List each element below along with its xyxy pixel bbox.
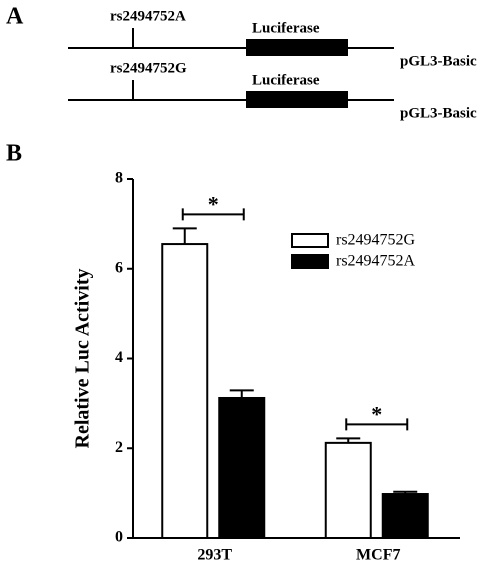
x-tick-label: MCF7 [356,547,400,564]
y-tick-label: 4 [115,349,123,366]
vector-label: pGL3-Basic [400,105,477,121]
bar [218,396,266,539]
gene-label: Luciferase [252,72,320,88]
y-tick-label: 8 [115,170,123,187]
legend-label: rs2494752G [336,232,416,249]
y-tick-label: 6 [115,259,123,276]
bar [381,493,429,539]
luciferase-box [246,39,348,56]
legend-label: rs2494752A [336,253,416,270]
y-tick-label: 2 [115,439,123,456]
snp-label: rs2494752A [110,8,186,24]
vector-label: pGL3-Basic [400,53,477,69]
sig-mark: * [371,401,382,426]
panel-label: B [6,141,22,167]
gene-label: Luciferase [252,20,320,36]
legend-swatch [291,233,329,248]
y-tick-label: 0 [115,529,123,546]
y-axis-label: Relative Luc Activity [72,269,94,449]
luciferase-box [246,91,348,108]
bar [324,441,372,539]
panel-label: A [6,4,24,30]
bar [161,243,209,539]
sig-mark: * [208,191,219,216]
legend-swatch [291,254,329,269]
snp-label: rs2494752G [110,60,187,76]
x-tick-label: 293T [197,547,232,564]
